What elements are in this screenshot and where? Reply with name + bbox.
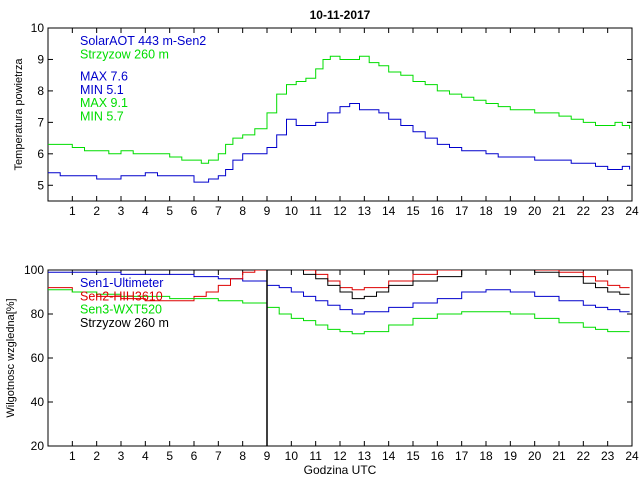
temperature-ytick-label: 8 [37,84,44,98]
humidity-ylabel: Wilgotnosc wzgledna[%] [5,298,17,417]
temperature-xtick-label: 3 [118,204,125,218]
temperature-ylabel: Temperatura powietrza [13,58,25,171]
series-line-sen3-wxt520 [48,289,630,335]
temperature-xtick-label: 6 [191,204,198,218]
legend-entry-max-7-6: MAX 7.6 [80,70,128,84]
legend-entry-strzyzow-260-m: Strzyzow 260 m [80,316,169,330]
temperature-xtick-label: 8 [239,204,246,218]
humidity-xtick-label: 20 [528,449,542,463]
humidity-xtick-label: 23 [601,449,615,463]
humidity-xtick-label: 14 [382,449,396,463]
temperature-xtick-label: 19 [504,204,518,218]
series-line-solaraot-443-m-sen2 [48,103,631,183]
humidity-xtick-label: 21 [552,449,566,463]
temperature-xtick-label: 24 [625,204,639,218]
temperature-xtick-label: 4 [142,204,149,218]
humidity-xtick-label: 18 [479,449,493,463]
humidity-xtick-label: 3 [118,449,125,463]
series-line-strzyzow-260-m [48,55,631,164]
temperature-xtick-label: 20 [528,204,542,218]
humidity-ytick-label: 20 [31,439,45,453]
temperature-xtick-label: 16 [431,204,445,218]
humidity-xtick-label: 11 [309,449,322,463]
temperature-ytick-label: 5 [37,178,44,192]
humidity-xtick-label: 16 [431,449,445,463]
legend-entry-sen3-wxt520: Sen3-WXT520 [80,303,162,317]
temperature-xtick-label: 1 [69,204,76,218]
humidity-xtick-label: 6 [191,449,198,463]
temperature-xtick-label: 23 [601,204,615,218]
temperature-xtick-label: 22 [577,204,591,218]
temperature-xtick-label: 14 [382,204,396,218]
temperature-ytick-label: 10 [31,21,45,35]
humidity-ytick-label: 100 [24,263,44,277]
humidity-xtick-label: 13 [358,449,372,463]
series-line-sen2-hih3610 [48,270,630,302]
temperature-xtick-label: 11 [309,204,322,218]
humidity-chart: 1 2 3 4 5 6 7 8 9 10 11 12 13 14 15 16 17 18 19 20 21 22 23 242… [5,263,639,477]
humidity-xtick-label: 9 [264,449,271,463]
humidity-ytick-label: 60 [31,351,45,365]
humidity-xtick-label: 19 [504,449,518,463]
legend-entry-sen2-hih3610: Sen2-HIH3610 [80,289,163,303]
temperature-xtick-label: 2 [93,204,100,218]
temperature-xtick-label: 17 [455,204,469,218]
humidity-xtick-label: 17 [455,449,469,463]
series-line-strzyzow-260-m [267,270,630,300]
legend-entry-strzyzow-260-m: Strzyzow 260 m [80,47,169,61]
humidity-plot-area [48,270,630,335]
humidity-xtick-label: 4 [142,449,149,463]
humidity-xtick-label: 1 [69,449,76,463]
humidity-xtick-label: 8 [239,449,246,463]
temperature-title: 10-11-2017 [310,8,371,22]
humidity-xtick-label: 24 [625,449,639,463]
legend-entry-max-9-1: MAX 9.1 [80,96,128,110]
humidity-ytick-label: 80 [31,307,45,321]
series-line-sen1-ultimeter [48,271,630,315]
humidity-xtick-label: 15 [406,449,420,463]
temperature-ytick-label: 6 [37,147,44,161]
temperature-xtick-label: 12 [333,204,347,218]
legend-entry-min-5-7: MIN 5.7 [80,110,124,124]
temperature-ytick-label: 9 [37,52,44,66]
legend-entry-sen1-ultimeter: Sen1-Ultimeter [80,276,163,290]
humidity-xtick-label: 12 [333,449,347,463]
humidity-ytick-label: 40 [31,395,45,409]
temperature-plot-area [48,55,631,183]
temperature-xtick-label: 15 [406,204,420,218]
temperature-xtick-label: 13 [358,204,372,218]
humidity-xlabel: Godzina UTC [304,463,377,477]
legend-entry-solaraot-443-m-sen2: SolarAOT 443 m-Sen2 [80,34,206,48]
legend-entry-min-5-1: MIN 5.1 [80,83,124,97]
humidity-xtick-label: 7 [215,449,222,463]
temperature-xtick-label: 18 [479,204,493,218]
temperature-xtick-label: 9 [264,204,271,218]
humidity-xtick-label: 22 [577,449,591,463]
humidity-xtick-label: 5 [166,449,173,463]
humidity-xtick-label: 10 [285,449,299,463]
temperature-ytick-label: 7 [37,115,44,129]
temperature-xtick-label: 21 [552,204,566,218]
temperature-xtick-label: 7 [215,204,222,218]
temperature-xtick-label: 5 [166,204,173,218]
temperature-xtick-label: 10 [285,204,299,218]
humidity-xtick-label: 2 [93,449,100,463]
